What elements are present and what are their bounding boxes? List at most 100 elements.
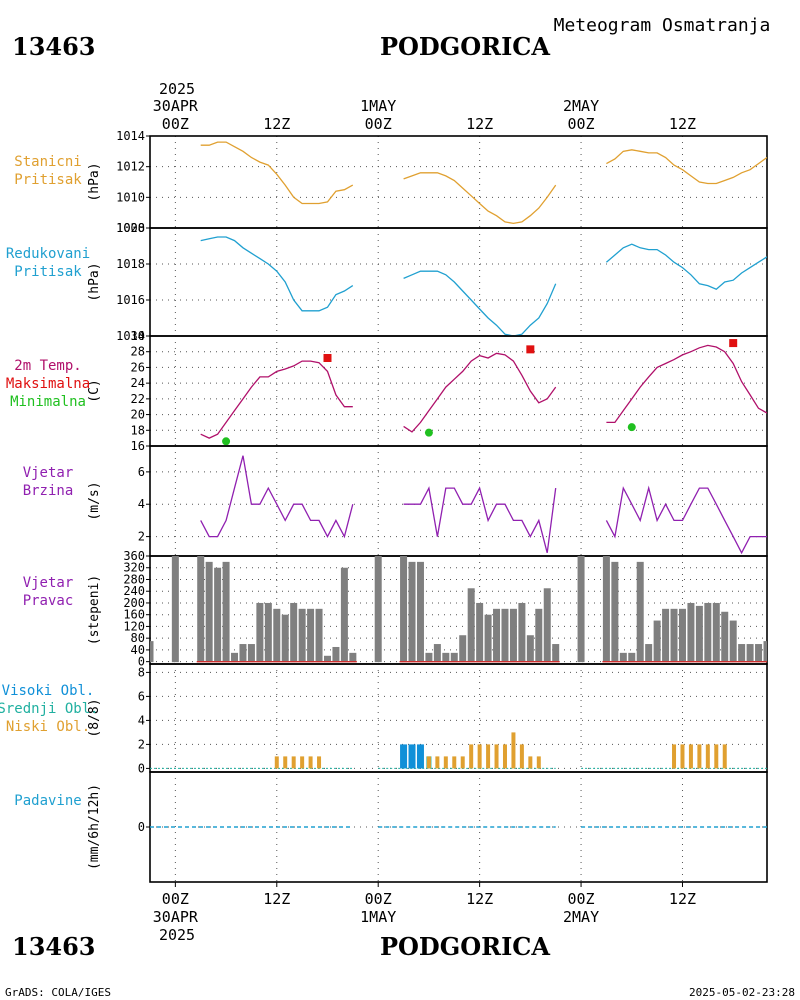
- direction-bar: [197, 556, 205, 663]
- direction-bar: [552, 644, 560, 663]
- direction-bar: [425, 652, 433, 663]
- low-cloud-bar: [443, 756, 448, 769]
- series-line: [605, 485, 767, 555]
- low-cloud-bar: [426, 756, 431, 769]
- meteogram-title: Meteogram Osmatranja: [554, 15, 771, 36]
- panel-label: Redukovani: [6, 246, 90, 262]
- series-line: [403, 352, 557, 433]
- direction-bar: [518, 602, 526, 663]
- direction-bar: [619, 652, 627, 663]
- panel-station-pressure: 1008 1010 1012 1014 (hPa) Stanicni Pritisak: [14, 129, 768, 235]
- low-cloud-bar: [528, 756, 533, 769]
- ytick-label: 1008: [116, 221, 145, 235]
- direction-bar: [670, 608, 678, 663]
- low-cloud-bar: [477, 744, 482, 769]
- direction-bar: [256, 602, 264, 663]
- station-id-top: 13463: [12, 32, 96, 61]
- ytick-label: 1012: [116, 160, 145, 174]
- low-cloud-bar: [274, 756, 279, 769]
- direction-bar: [729, 620, 737, 663]
- ytick-label: 200: [123, 596, 145, 610]
- panel-label: Brzina: [23, 483, 74, 499]
- low-cloud-bar: [722, 744, 727, 769]
- top-tick-label: 12Z: [263, 115, 290, 133]
- top-tick-label: 12Z: [669, 115, 696, 133]
- ylabel: (m/s): [87, 481, 102, 520]
- top-tick-label: 00Z: [568, 115, 595, 133]
- low-cloud-bar: [452, 756, 457, 769]
- direction-bar: [484, 614, 492, 663]
- station-id-bottom: 13463: [12, 932, 96, 961]
- series-temperature: [200, 339, 767, 446]
- direction-bar: [374, 556, 382, 663]
- direction-bar: [433, 644, 441, 663]
- direction-bar: [645, 644, 653, 663]
- direction-bar: [205, 561, 213, 663]
- render-timestamp: 2025-05-02-23:28: [689, 986, 795, 999]
- series-wind-direction: [150, 556, 767, 663]
- series-clouds: [150, 732, 767, 769]
- bottom-tick-label: 12Z: [669, 890, 696, 908]
- tmin-marker: [222, 437, 231, 446]
- direction-bar: [171, 556, 179, 663]
- direction-bar: [543, 588, 551, 663]
- ytick-label: 8: [138, 665, 145, 679]
- ylabel: (hPa): [87, 262, 102, 301]
- direction-bar: [577, 556, 585, 663]
- top-date-label: 30APR: [153, 97, 199, 115]
- top-tick-label: 00Z: [162, 115, 189, 133]
- panel-label: Padavine: [14, 793, 81, 809]
- direction-bar: [687, 602, 695, 663]
- panel-label: Niski Obl.: [6, 719, 90, 735]
- low-cloud-bar: [511, 732, 516, 769]
- panel-label: 2m Temp.: [14, 358, 81, 374]
- direction-bar: [222, 561, 230, 663]
- direction-bar: [273, 608, 281, 663]
- series-line: [200, 141, 354, 205]
- software-credit: GrADS: COLA/IGES: [5, 986, 111, 999]
- low-cloud-bar: [460, 756, 465, 769]
- panel-reduced-pressure: 1014 1016 1018 1020 (hPa)Redukovani Pritisak: [6, 221, 768, 343]
- low-cloud-bar: [435, 756, 440, 769]
- low-cloud-bar: [494, 744, 499, 769]
- ylabel: (8/8): [87, 698, 102, 737]
- direction-bar: [476, 602, 484, 663]
- direction-bar: [231, 652, 239, 663]
- low-cloud-bar: [502, 744, 507, 769]
- low-cloud-bar: [469, 744, 474, 769]
- ylabel: (mm/6h/12h): [87, 784, 102, 870]
- ylabel: (hPa): [87, 162, 102, 201]
- ylabel: (C): [87, 379, 102, 402]
- panel-wind-speed: 2 4 6 (m/s) Vjetar Brzina: [23, 445, 768, 557]
- panel-label: Pritisak: [14, 264, 82, 280]
- panel-label: Stanicni: [14, 154, 81, 170]
- ytick-label: 16: [131, 439, 145, 453]
- low-cloud-bar: [308, 756, 313, 769]
- ytick-label: 1010: [116, 190, 145, 204]
- low-cloud-bar: [714, 744, 719, 769]
- ytick-label: 0: [138, 820, 145, 834]
- panel-frame: [149, 227, 768, 337]
- direction-bar: [459, 635, 467, 663]
- ytick-label: 1014: [116, 129, 145, 143]
- direction-bar: [150, 641, 154, 663]
- ytick-label: 22: [131, 392, 145, 406]
- direction-bar: [307, 608, 315, 663]
- ytick-label: 280: [123, 572, 145, 586]
- series-line: [200, 455, 354, 539]
- ytick-label: 20: [131, 408, 145, 422]
- bottom-tick-label: 12Z: [263, 890, 290, 908]
- station-name-bottom: PODGORICA: [380, 932, 550, 961]
- direction-bar: [746, 644, 754, 663]
- direction-bar: [400, 556, 408, 663]
- direction-bar: [602, 556, 610, 663]
- direction-bar: [290, 602, 298, 663]
- panels: 1008101010121014(hPa)StanicniPritisak101…: [0, 129, 768, 883]
- bottom-date-label: 1MAY: [360, 908, 396, 926]
- panel-frame: [149, 445, 768, 557]
- tmax-marker: [526, 345, 535, 354]
- direction-bar: [214, 567, 222, 663]
